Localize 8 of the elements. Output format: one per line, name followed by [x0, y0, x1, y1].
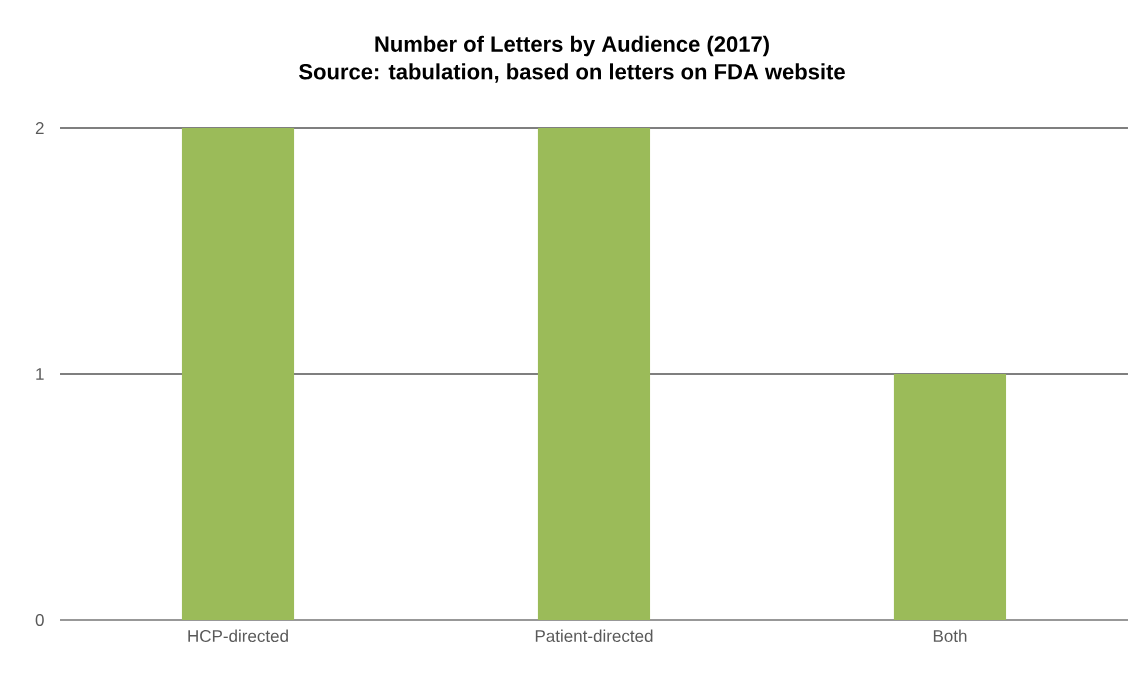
y-tick-label: 0 [35, 613, 44, 627]
y-tick-label: 1 [36, 368, 44, 380]
x-tick-label: Patient-directed [535, 629, 653, 643]
y-tick-label: 2 [35, 122, 44, 134]
chart-title: Number of Letters by Audience (2017) [375, 35, 769, 57]
x-tick-label: HCP-directed [188, 629, 288, 643]
x-tick-label: Both [933, 629, 967, 643]
chart-subtitle: Source: tabulation, based on letters on FDA website [299, 63, 845, 83]
